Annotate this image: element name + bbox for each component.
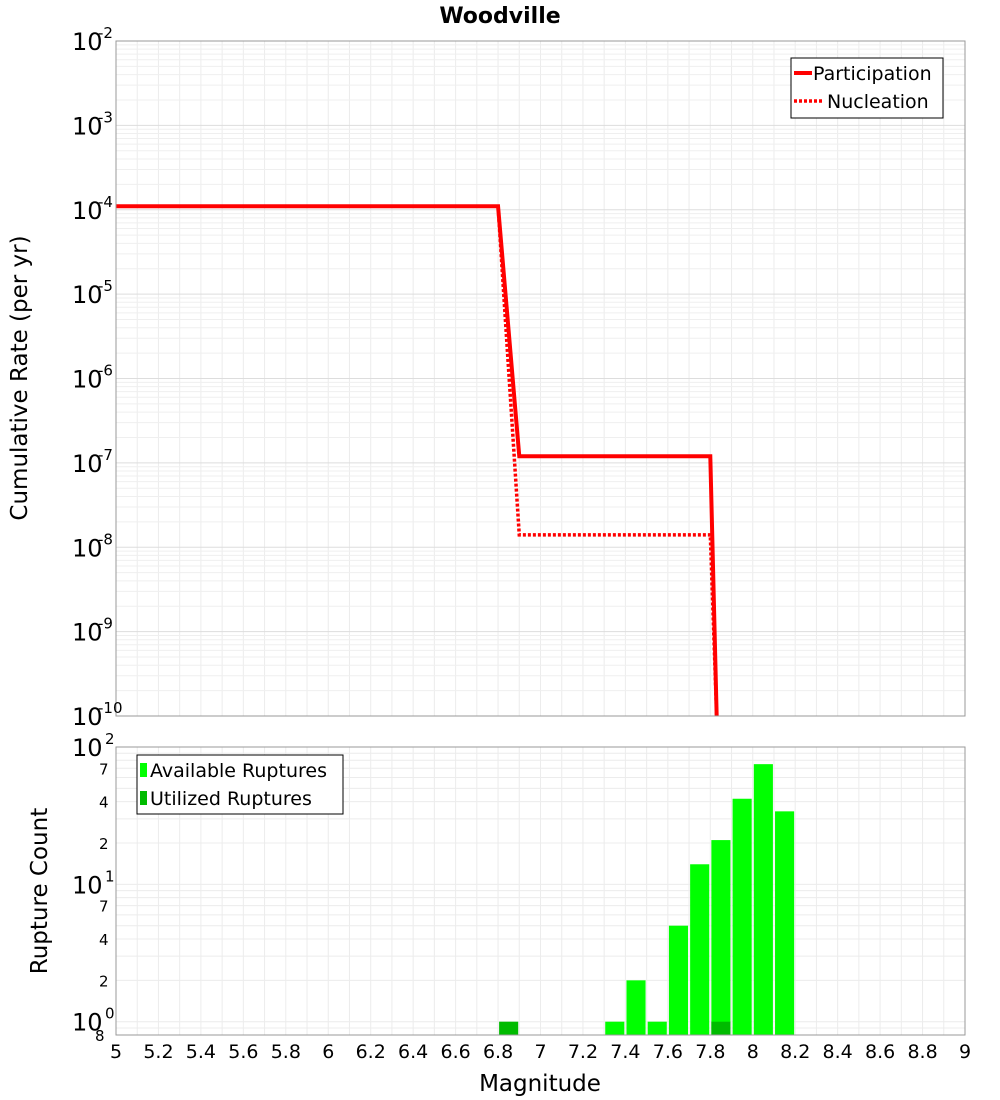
bottom-y-minor-tick: 7 — [99, 760, 109, 778]
top-gridlines — [115, 41, 966, 717]
legend-utilized-swatch — [140, 791, 147, 805]
top-y-tick-exp: -5 — [98, 277, 113, 295]
top-y-tick-exp: -10 — [98, 699, 123, 717]
top-y-tick-exp: -2 — [98, 24, 113, 42]
top-y-tick-exp: -7 — [98, 446, 113, 464]
x-ticks: 5 5.2 5.4 5.6 5.8 6 6.2 6.4 6.6 6.8 7 7.2 7.4 7.6 7.8 8… — [110, 1041, 971, 1063]
bottom-y-minor-tick: 2 — [99, 972, 109, 990]
x-tick-label: 7.2 — [568, 1041, 598, 1063]
bottom-plot-frame — [115, 746, 966, 1036]
available-rupture-bar — [732, 798, 752, 1035]
x-tick-label: 7.6 — [653, 1041, 683, 1063]
rupture-bars — [499, 764, 795, 1035]
x-axis-label: Magnitude — [479, 1071, 601, 1097]
top-legend: Participation Nucleation — [790, 57, 944, 119]
x-tick-label: 8.6 — [865, 1041, 895, 1063]
x-tick-label: 5.8 — [271, 1041, 301, 1063]
available-rupture-bar — [711, 840, 731, 1035]
legend-nucleation-label: Nucleation — [827, 91, 929, 113]
utilized-rupture-bar — [499, 1021, 519, 1035]
legend-participation-label: Participation — [813, 63, 932, 85]
available-rupture-bar — [605, 1021, 625, 1035]
top-y-tick-exp: -8 — [98, 530, 113, 548]
bottom-y-major-tick: 10 1 — [72, 867, 115, 899]
bottom-y-major-tick: 10 2 — [72, 730, 115, 762]
top-y-tick: 10-5 — [72, 277, 113, 309]
x-tick-label: 9 — [959, 1041, 971, 1063]
bottom-y-tick-exp: 2 — [105, 730, 115, 748]
top-y-tick-base: 10 — [72, 450, 103, 478]
bottom-legend: Available Ruptures Utilized Ruptures — [136, 754, 344, 815]
participation-line — [116, 204, 719, 717]
x-tick-label: 6.4 — [398, 1041, 428, 1063]
top-y-tick-exp: -9 — [98, 615, 113, 633]
bottom-y-tick-base: 10 — [72, 734, 103, 762]
x-tick-label: 7 — [534, 1041, 546, 1063]
top-y-tick-exp: -4 — [98, 193, 113, 211]
bottom-y-tick-exp: 0 — [105, 1005, 115, 1023]
x-tick-label: 8.2 — [780, 1041, 810, 1063]
bottom-y-minor-tick: 4 — [99, 931, 109, 949]
bottom-y-minor-tick: 7 — [99, 898, 109, 916]
bottom-y-tick-base: 10 — [72, 1009, 103, 1037]
top-y-tick-base: 10 — [72, 366, 103, 394]
legend-utilized-label: Utilized Ruptures — [150, 788, 312, 810]
bottom-y-axis-label: Rupture Count — [27, 808, 53, 974]
bottom-y-minor-tick: 4 — [99, 794, 109, 812]
top-y-tick-exp: -3 — [98, 108, 113, 126]
top-y-tick: 10-2 — [72, 24, 113, 56]
bottom-legend-box — [136, 754, 344, 815]
x-tick-label: 6.8 — [483, 1041, 513, 1063]
top-y-axis-label: Cumulative Rate (per yr) — [7, 235, 33, 520]
x-tick-label: 6.2 — [356, 1041, 386, 1063]
top-y-tick-base: 10 — [72, 703, 103, 731]
top-y-tick: 10-7 — [72, 446, 113, 478]
available-rupture-bar — [775, 811, 795, 1035]
x-tick-label: 6.6 — [440, 1041, 470, 1063]
top-y-tick-base: 10 — [72, 197, 103, 225]
x-tick-label: 5.2 — [143, 1041, 173, 1063]
x-tick-label: 8.4 — [823, 1041, 853, 1063]
available-rupture-bar — [647, 1021, 667, 1035]
bottom-y-minor-tick: 2 — [99, 835, 109, 853]
bottom-y-tick-base: 10 — [72, 871, 103, 899]
top-y-tick-exp: -6 — [98, 362, 113, 380]
top-y-tick: 10-10 — [72, 699, 123, 731]
available-rupture-bar — [668, 925, 689, 1035]
x-tick-label: 5.6 — [228, 1041, 258, 1063]
top-y-tick: 10-8 — [72, 530, 113, 562]
available-rupture-bar — [753, 764, 773, 1035]
x-tick-label: 6 — [322, 1041, 334, 1063]
x-tick-label: 7.8 — [695, 1041, 725, 1063]
chart-title: Woodville — [439, 4, 560, 29]
top-y-tick: 10-4 — [72, 193, 113, 225]
x-tick-label: 8.8 — [907, 1041, 937, 1063]
utilized-rupture-bar — [711, 1021, 731, 1035]
top-y-tick-base: 10 — [72, 534, 103, 562]
legend-available-label: Available Ruptures — [150, 760, 327, 782]
available-rupture-bar — [626, 980, 646, 1035]
top-y-tick-base: 10 — [72, 112, 103, 140]
x-tick-label: 7.4 — [610, 1041, 640, 1063]
top-plot-frame — [115, 40, 966, 717]
x-tick-label: 5 — [110, 1041, 122, 1063]
top-y-tick-base: 10 — [72, 619, 103, 647]
rate-lines — [116, 204, 719, 717]
top-y-tick: 10-9 — [72, 615, 113, 647]
x-tick-label: 8 — [747, 1041, 759, 1063]
top-y-tick: 10-6 — [72, 362, 113, 394]
top-y-ticks: 10-210-310-410-510-610-710-810-910-10 — [72, 24, 123, 731]
top-y-tick: 10-3 — [72, 108, 113, 140]
bottom-y-tick-exp: 1 — [105, 867, 115, 885]
legend-available-swatch — [140, 763, 147, 777]
available-rupture-bar — [690, 864, 710, 1035]
bottom-y-minor-tick: 8 — [95, 1027, 105, 1045]
top-y-tick-base: 10 — [72, 281, 103, 309]
top-legend-box — [790, 57, 944, 119]
bottom-y-major-tick: 10 0 — [72, 1005, 115, 1037]
x-tick-label: 5.4 — [186, 1041, 216, 1063]
top-y-tick-base: 10 — [72, 28, 103, 56]
